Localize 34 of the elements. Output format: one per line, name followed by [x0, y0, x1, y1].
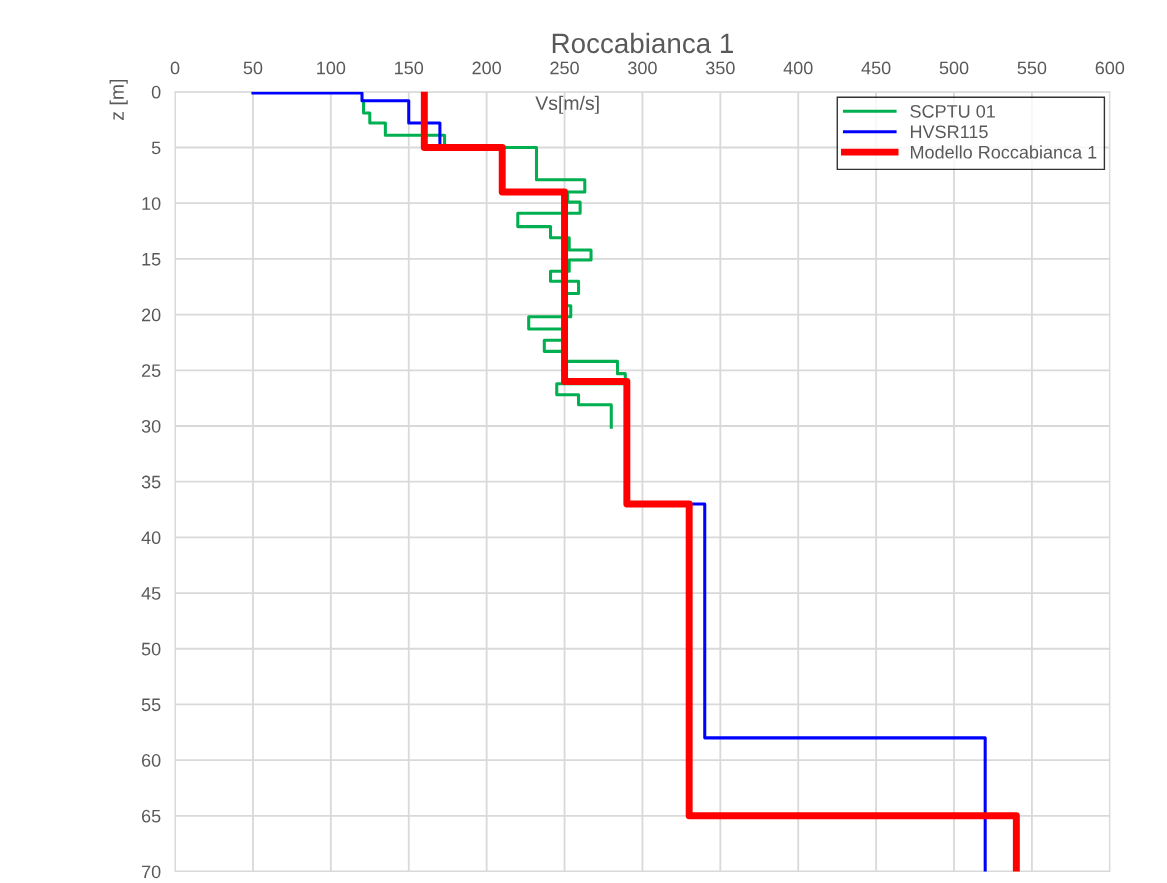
x-tick-label: 500 — [939, 61, 969, 75]
legend-label: HVSR115 — [910, 125, 988, 139]
chart-title: Roccabianca 1 — [552, 32, 733, 54]
y-tick-label: 40 — [141, 531, 161, 545]
x-tick-label: 300 — [628, 61, 657, 75]
x-axis-title: Vs[m/s] — [535, 95, 599, 114]
y-tick-label: 60 — [142, 754, 161, 767]
x-tick-label: 400 — [783, 61, 813, 75]
y-axis-title: z [m] — [109, 79, 128, 120]
y-tick-label: 35 — [141, 475, 161, 489]
x-tick-label: 50 — [243, 61, 263, 75]
y-tick-label: 30 — [141, 419, 161, 433]
x-tick-label: 600 — [1095, 61, 1125, 75]
legend-label: SCPTU 01 — [910, 104, 995, 118]
x-tick-label: 100 — [317, 61, 346, 75]
y-tick-label: 25 — [141, 364, 161, 378]
x-tick-label: 350 — [705, 61, 735, 75]
x-tick-label: 200 — [472, 61, 501, 75]
y-tick-label: 15 — [142, 253, 161, 266]
x-tick-label: 250 — [550, 61, 579, 75]
x-tick-label: 550 — [1017, 61, 1047, 75]
y-tick-label: 5 — [151, 141, 161, 155]
y-tick-label: 10 — [142, 197, 161, 210]
y-tick-label: 45 — [141, 587, 161, 600]
y-tick-label: 65 — [142, 809, 161, 823]
x-tick-label: 0 — [170, 61, 180, 75]
y-tick-label: 0 — [151, 85, 161, 99]
y-tick-label: 70 — [142, 865, 161, 879]
x-tick-label: 150 — [395, 61, 424, 75]
legend-label: Modello Roccabianca 1 — [910, 145, 1097, 159]
x-tick-label: 450 — [861, 61, 891, 75]
y-tick-label: 50 — [141, 642, 161, 656]
y-tick-label: 55 — [141, 698, 161, 712]
y-tick-label: 20 — [141, 308, 161, 322]
